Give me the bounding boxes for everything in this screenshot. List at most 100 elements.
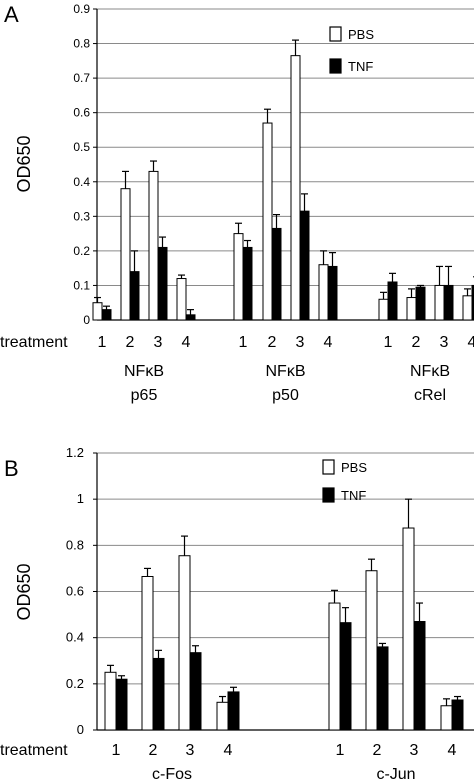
treatment-tick-label: 3 [186,742,195,759]
tnf-bar [299,210,310,321]
y-tick-label: 0.4 [73,175,90,189]
y-tick-label: 0.1 [73,278,90,292]
y-tick-label: 0.6 [66,584,84,599]
y-tick-label: 0.2 [73,244,90,258]
treatment-tick-label: 2 [412,334,421,351]
pbs-bar [176,278,187,321]
tnf-bar [129,271,140,321]
y-tick-label: 0.8 [66,537,84,552]
group-label: c-Jun [376,766,415,783]
tnf-bar [101,309,112,321]
pbs-bar [440,705,453,731]
treatment-tick-label: 1 [384,334,393,351]
pbs-bar [406,297,417,321]
tnf-bar [242,246,253,321]
tnf-bar [327,265,338,321]
tnf-bar [451,699,464,731]
tnf-bar [387,281,398,321]
tnf-bar [115,678,128,731]
group-label: NFκB [266,363,306,380]
pbs-bar [92,302,103,321]
legend-swatch [329,58,342,74]
tnf-bar [376,646,389,731]
treatment-tick-label: 2 [373,742,382,759]
pbs-bar [402,527,415,731]
tnf-bar [415,286,426,321]
panel-label: A [4,2,19,27]
pbs-bar [365,570,378,731]
pbs-bar [178,555,191,731]
legend-label: PBS [348,27,374,42]
legend-swatch [322,487,335,503]
group-label: p65 [131,387,158,404]
panel-a: A OD650 0 0.1 0.2 0.3 0.4 0.5 0.6 0.7 0.8 0.9 1 2 3 4 NF… [0,2,474,404]
pbs-bar [216,701,229,731]
y-tick-label: 1 [77,491,84,506]
group-label: cRel [414,387,446,404]
treatment-tick-label: 3 [410,742,419,759]
treatment-tick-label: 2 [126,334,135,351]
y-tick-label: 0 [77,722,84,737]
treatment-label: treatment [0,334,68,351]
pbs-bar [148,170,159,321]
treatment-tick-label: 2 [268,334,277,351]
y-tick-label: 0.9 [73,2,90,16]
tnf-bar [471,284,474,321]
y-tick-label: 0.6 [73,106,90,120]
y-tick-label: 0.3 [73,209,90,223]
treatment-tick-label: 4 [182,334,191,351]
treatment-tick-label: 1 [239,334,248,351]
tnf-bar [189,652,202,731]
pbs-bar [120,188,131,321]
group-label: p50 [272,387,299,404]
y-tick-label: 1.2 [66,445,84,460]
y-tick-label: 0.4 [66,630,84,645]
treatment-tick-label: 4 [468,334,474,351]
panel-b: B OD650 0 0.2 0.4 0.6 0.8 1 1.2 1 2 3 4 c-Fos 1 2 3 4 c-Ju… [0,445,474,783]
treatment-tick-label: 4 [448,742,457,759]
legend-swatch [322,459,335,475]
treatment-tick-label: 2 [149,742,158,759]
pbs-bar [104,671,117,731]
pbs-bar [462,295,473,321]
legend-label: TNF [341,488,366,503]
y-tick-label: 0 [83,313,90,327]
y-tick-label: 0.5 [73,140,90,154]
y-axis-label: OD650 [14,135,34,192]
treatment-label: treatment [0,742,68,759]
treatment-tick-label: 4 [324,334,333,351]
pbs-bar [434,284,445,321]
y-axis-label: OD650 [14,563,34,620]
y-tick-label: 0.7 [73,71,90,85]
pbs-bar [262,122,273,321]
legend-label: PBS [341,460,367,475]
pbs-bar [378,298,389,321]
group-label: NFκB [124,363,164,380]
tnf-bar [157,246,168,321]
pbs-bar [233,233,244,321]
tnf-bar [227,691,240,731]
tnf-bar [152,657,165,731]
tnf-bar [185,314,196,321]
group-label: c-Fos [152,766,192,783]
pbs-bar [290,55,301,321]
tnf-bar [271,227,282,321]
treatment-tick-label: 3 [154,334,163,351]
tnf-bar [443,284,454,321]
pbs-bar [328,602,341,731]
panel-label: B [4,456,19,481]
legend-label: TNF [348,59,373,74]
treatment-tick-label: 1 [112,742,121,759]
pbs-bar [318,264,329,321]
group-label: NFκB [410,363,450,380]
treatment-tick-label: 1 [98,334,107,351]
treatment-tick-label: 3 [440,334,449,351]
tnf-bar [339,622,352,731]
y-tick-label: 0.2 [66,676,84,691]
tnf-bar [413,621,426,731]
y-tick-label: 0.8 [73,37,90,51]
treatment-tick-label: 4 [224,742,233,759]
treatment-tick-label: 3 [296,334,305,351]
pbs-bar [141,575,154,731]
